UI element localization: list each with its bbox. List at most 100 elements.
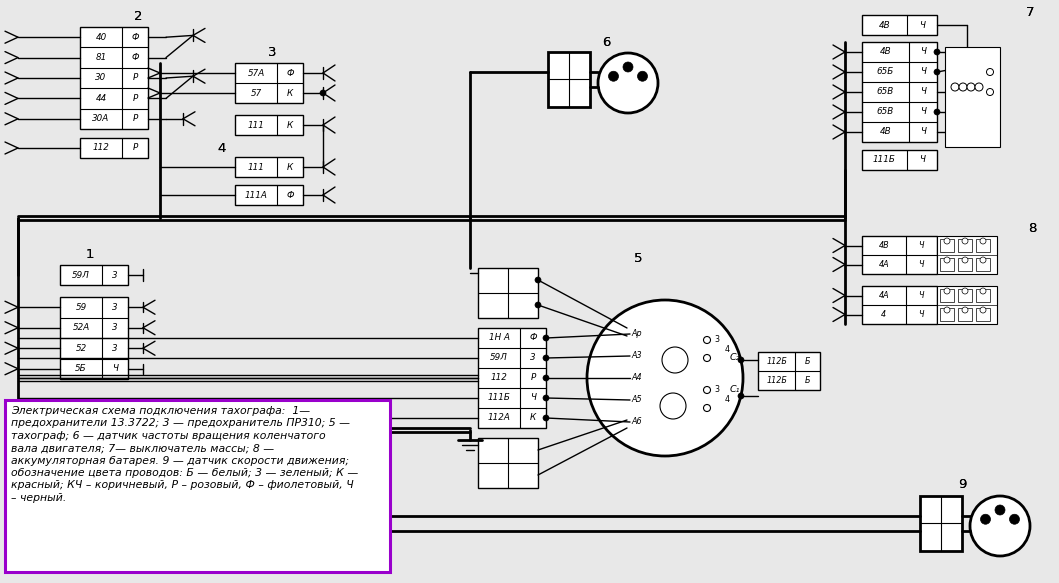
Circle shape (609, 71, 618, 81)
Text: 3: 3 (715, 385, 719, 395)
Bar (758, 352, 820, 390)
Text: Ч: Ч (920, 47, 926, 57)
Text: 7: 7 (1026, 5, 1035, 19)
Circle shape (980, 238, 986, 244)
Text: 52А: 52А (72, 323, 90, 332)
Circle shape (934, 109, 940, 115)
Circle shape (703, 354, 711, 361)
Text: 7: 7 (1026, 5, 1035, 19)
Circle shape (975, 83, 983, 91)
Text: Ф: Ф (286, 191, 293, 199)
Text: 59Л: 59Л (490, 353, 508, 363)
Text: 111Б: 111Б (487, 394, 510, 402)
Text: 81: 81 (95, 53, 107, 62)
Text: Р: Р (132, 143, 138, 153)
Text: 8: 8 (1028, 222, 1036, 234)
Text: 6: 6 (602, 36, 610, 48)
Text: 3: 3 (268, 47, 276, 59)
Text: 57А: 57А (248, 68, 265, 78)
Text: Электрическая схема подключения тахографа:  1—
предохранители 13.3722; 3 — предо: Электрическая схема подключения тахограф… (11, 406, 358, 503)
Circle shape (951, 83, 959, 91)
Text: Ар: Ар (631, 329, 643, 339)
Circle shape (543, 375, 549, 381)
Text: Ч: Ч (112, 364, 119, 373)
Text: 112Б: 112Б (766, 376, 787, 385)
Text: 40: 40 (95, 33, 107, 42)
Text: К: К (530, 413, 536, 423)
Text: 111Б: 111Б (873, 156, 896, 164)
Bar (937, 236, 997, 274)
Bar (958, 308, 972, 321)
Text: 65В: 65В (877, 107, 894, 117)
Bar (60, 265, 128, 285)
Bar (5, 400, 390, 572)
Bar (976, 289, 990, 302)
Text: А3: А3 (631, 352, 643, 360)
Text: 1: 1 (86, 248, 94, 262)
Text: Ч: Ч (919, 20, 925, 30)
Text: Р: Р (132, 73, 138, 83)
Text: 5Б: 5Б (75, 364, 87, 373)
Circle shape (638, 71, 647, 81)
Circle shape (543, 395, 549, 401)
Bar (862, 150, 937, 170)
Text: 59: 59 (75, 303, 87, 312)
Bar (920, 496, 962, 551)
Circle shape (535, 277, 541, 283)
Text: А6: А6 (631, 417, 643, 427)
Text: 3: 3 (112, 323, 118, 332)
Bar (235, 157, 303, 177)
Bar (958, 258, 972, 271)
Text: Ф: Ф (286, 68, 293, 78)
Circle shape (598, 53, 658, 113)
Text: 4А: 4А (878, 291, 890, 300)
Circle shape (738, 393, 744, 399)
Circle shape (987, 68, 993, 76)
Bar (958, 239, 972, 252)
Circle shape (987, 89, 993, 96)
Circle shape (962, 238, 968, 244)
Circle shape (944, 307, 950, 313)
Text: 6: 6 (602, 36, 610, 48)
Text: Ф: Ф (131, 53, 139, 62)
Circle shape (944, 238, 950, 244)
Text: А5: А5 (631, 395, 643, 405)
Text: Р: Р (132, 114, 138, 123)
Text: 3: 3 (112, 303, 118, 312)
Text: 4: 4 (724, 395, 730, 405)
Text: 3: 3 (268, 47, 276, 59)
Circle shape (543, 335, 549, 341)
Circle shape (934, 69, 940, 75)
Text: 4В: 4В (879, 47, 891, 57)
Circle shape (587, 300, 743, 456)
Circle shape (967, 83, 975, 91)
Text: 9: 9 (957, 477, 966, 490)
Text: 3: 3 (715, 335, 719, 345)
Text: 4В: 4В (879, 128, 891, 136)
Circle shape (944, 288, 950, 294)
Bar (940, 308, 954, 321)
Bar (548, 52, 590, 107)
Circle shape (543, 355, 549, 361)
Circle shape (980, 288, 986, 294)
Text: Р: Р (531, 374, 536, 382)
Bar (958, 289, 972, 302)
Circle shape (981, 514, 990, 524)
Circle shape (934, 49, 940, 55)
Bar (976, 239, 990, 252)
Text: 2: 2 (133, 10, 142, 23)
Bar (235, 115, 303, 135)
Text: Ч: Ч (920, 128, 926, 136)
Text: Ч: Ч (919, 156, 925, 164)
Text: К: К (287, 89, 293, 97)
Bar (60, 297, 128, 379)
Circle shape (703, 336, 711, 343)
Text: 44: 44 (95, 94, 107, 103)
Text: C₂: C₂ (730, 353, 740, 363)
Text: 65В: 65В (877, 87, 894, 97)
Bar (478, 328, 546, 428)
Text: 111: 111 (248, 121, 265, 129)
Text: 3: 3 (531, 353, 536, 363)
Circle shape (738, 357, 744, 363)
Text: Ч: Ч (920, 68, 926, 76)
